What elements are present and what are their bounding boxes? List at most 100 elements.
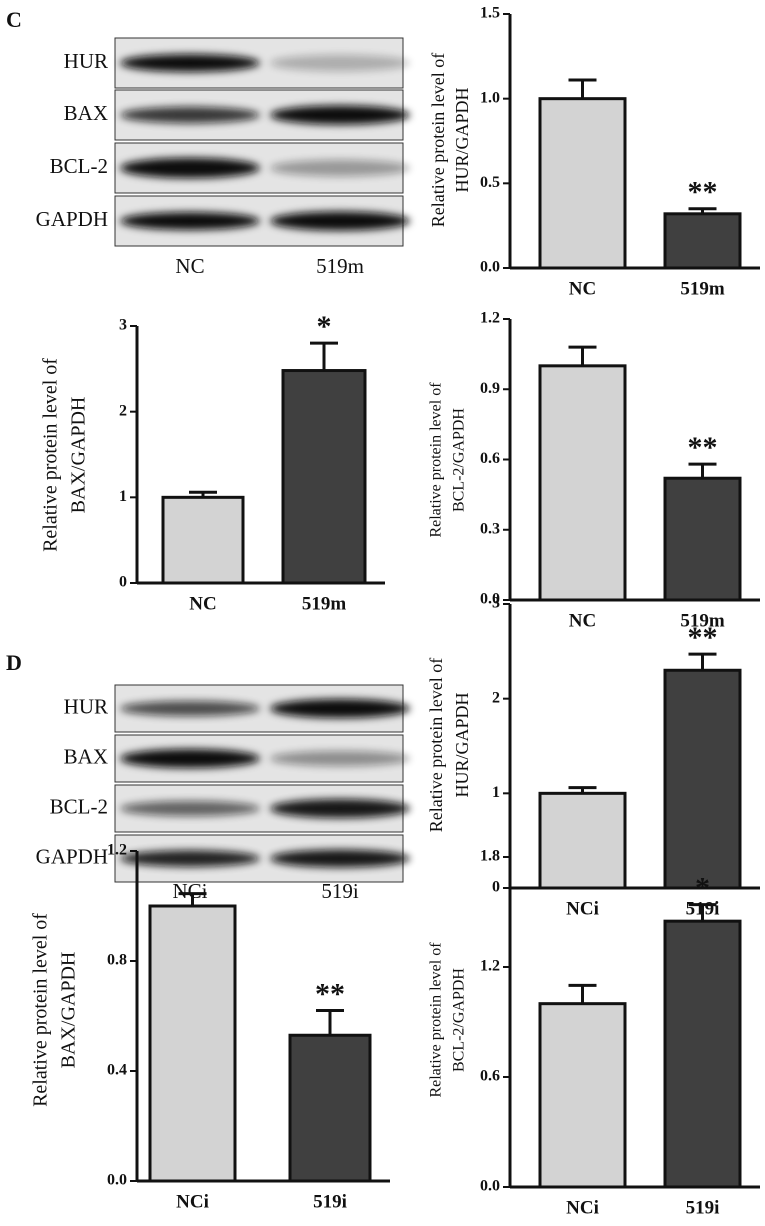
y-tick-label: 1.8	[480, 848, 500, 865]
blot-lane-label: NC	[175, 254, 204, 278]
significance: **	[688, 431, 718, 464]
blot-band	[120, 54, 260, 72]
y-tick-label: 0.0	[480, 591, 500, 608]
error-bar	[178, 892, 207, 906]
error-bar	[688, 652, 717, 671]
y-tick-label: 1.2	[107, 842, 127, 859]
significance: *	[695, 872, 710, 905]
y-tick-label: 0.0	[480, 259, 500, 276]
x-tick-label: NCi	[566, 898, 599, 919]
blot-row-label: HUR	[64, 694, 108, 718]
y-tick-label: 0.4	[107, 1062, 127, 1079]
bar-chart: NCi 519i ** 0.0 0.4 0.8 1.2 Relative protein le…	[30, 842, 390, 1212]
blot-band	[120, 700, 260, 717]
x-tick-label: 519m	[680, 278, 725, 299]
y-tick-label: 0.3	[480, 520, 500, 537]
y-tick-label: 2	[492, 689, 500, 706]
y-axis-label: BCL-2/GAPDH	[451, 968, 468, 1072]
blot-band	[120, 157, 260, 179]
y-tick-label: 1	[119, 488, 127, 505]
x-tick-label: NCi	[176, 1191, 209, 1212]
significance: *	[317, 310, 332, 343]
x-tick-label: 519i	[313, 1191, 347, 1212]
y-axis-label: HUR/GAPDH	[452, 692, 472, 797]
blot-band	[120, 748, 260, 769]
bar-chart: NC 519m * 0 1 2 3 Relative protein level of BAX/…	[40, 310, 385, 614]
bar	[663, 212, 742, 270]
y-tick-label: 3	[119, 317, 127, 334]
x-tick-label: NCi	[566, 1197, 599, 1218]
x-tick-label: 519m	[302, 593, 347, 614]
y-tick-label: 2	[119, 402, 127, 419]
y-axis-label: Relative protein level of	[40, 358, 62, 552]
y-tick-label: 1	[492, 784, 500, 801]
y-tick-label: 0.5	[480, 174, 500, 191]
bar	[538, 97, 627, 270]
bar	[161, 495, 245, 585]
blot-band	[270, 750, 410, 767]
blot-band	[120, 850, 260, 867]
blot-band	[270, 849, 410, 868]
blot-row-label: BCL-2	[50, 154, 108, 178]
bar	[538, 364, 627, 602]
error-bar	[568, 983, 597, 1004]
y-tick-label: 0.0	[107, 1172, 127, 1189]
y-tick-label: 0	[119, 574, 127, 591]
y-axis-label: Relative protein level of	[426, 658, 446, 832]
error-bar	[189, 490, 217, 498]
bar-chart: NC 519m ** 0.0 0.5 1.0 1.5 Relative protein lev…	[428, 5, 760, 299]
bar	[663, 919, 742, 1189]
y-axis-label: HUR/GAPDH	[452, 87, 472, 192]
x-tick-label: NC	[569, 278, 596, 299]
x-tick-label: NC	[189, 593, 216, 614]
blot-band	[120, 106, 260, 124]
significance: **	[315, 977, 345, 1010]
blot-row-label: BAX	[64, 101, 108, 125]
bar	[148, 904, 237, 1183]
blot-row-label: BCL-2	[50, 794, 108, 818]
error-bar	[568, 345, 597, 366]
x-tick-label: 519i	[686, 1197, 720, 1218]
bar	[281, 369, 367, 585]
y-tick-label: 0.9	[480, 380, 500, 397]
bar	[663, 476, 742, 602]
y-tick-label: 0	[492, 879, 500, 896]
error-bar	[688, 207, 717, 214]
y-tick-label: 0.0	[480, 1178, 500, 1195]
blots: C HUR BAX BCL-2 GAPDH NC 519m D HUR BAX BCL-2 GAPDH…	[6, 7, 410, 903]
error-bar	[310, 341, 338, 371]
bar	[663, 668, 742, 890]
y-axis-label: Relative protein level of	[428, 942, 445, 1098]
blot-band	[270, 159, 410, 177]
blot-band	[120, 800, 260, 817]
y-axis-label: BAX/GAPDH	[68, 397, 90, 514]
y-tick-label: 1.2	[480, 958, 500, 975]
y-axis-label: Relative protein level of	[428, 53, 448, 227]
error-bar	[568, 786, 597, 794]
y-tick-label: 0.8	[107, 952, 127, 969]
blot-lane-label: 519m	[316, 254, 364, 278]
x-tick-label: NC	[569, 610, 596, 631]
y-axis-label: BAX/GAPDH	[58, 952, 80, 1069]
y-axis-label: Relative protein level of	[428, 382, 445, 538]
y-tick-label: 0.6	[480, 450, 500, 467]
x-tick-label: 519m	[680, 610, 725, 631]
y-tick-label: 1.5	[480, 5, 500, 22]
panel-label: C	[6, 7, 22, 32]
bar	[288, 1033, 372, 1183]
y-axis-label: Relative protein level of	[30, 913, 52, 1107]
bar	[538, 791, 627, 890]
bar-chart: NCi 519i * 0.0 0.6 1.2 1.8 Relative protein lev…	[428, 848, 760, 1218]
significance: **	[688, 621, 718, 654]
bar-chart: NC 519m ** 0.0 0.3 0.6 0.9 1.2 Relative protein …	[428, 310, 760, 631]
blot-row-label: GAPDH	[36, 207, 108, 231]
y-tick-label: 3	[492, 595, 500, 612]
blot-row-label: GAPDH	[36, 844, 108, 868]
blot-band	[270, 798, 410, 819]
y-tick-label: 1.0	[480, 89, 500, 106]
error-bar	[688, 462, 717, 479]
blot-band	[270, 211, 410, 231]
y-tick-label: 1.2	[480, 310, 500, 327]
